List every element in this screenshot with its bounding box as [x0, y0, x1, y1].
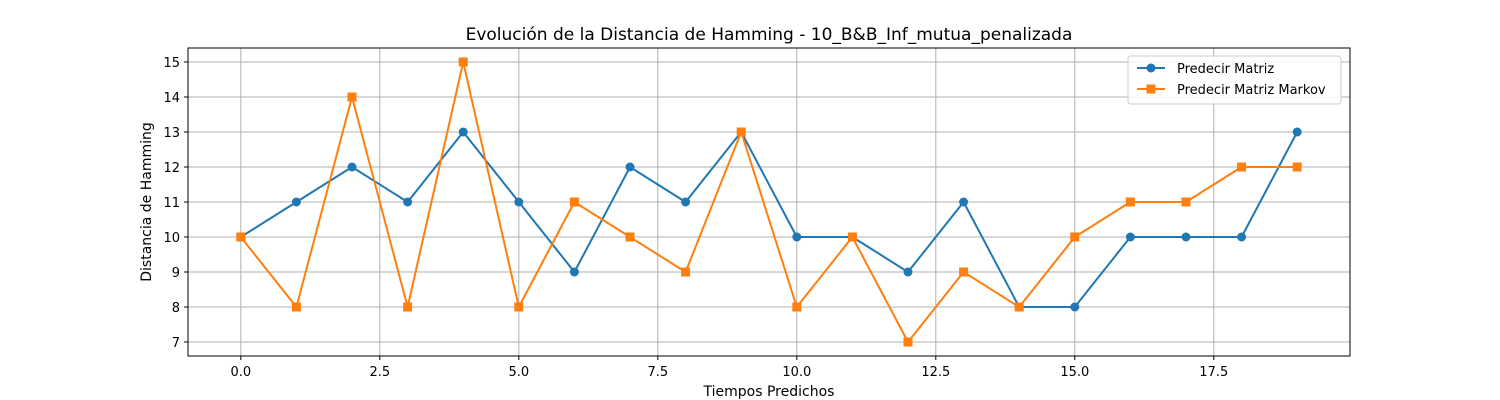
y-tick-label: 10 [163, 231, 180, 246]
legend: Predecir Matriz Predecir Matriz Markov [1127, 55, 1342, 105]
series-layer [236, 57, 1302, 347]
y-tick-label: 11 [163, 196, 180, 211]
data-point [792, 302, 802, 312]
data-point [1181, 232, 1191, 242]
legend-label: Predecir Matriz Markov [1177, 83, 1326, 98]
legend-item: Predecir Matriz Markov [1137, 83, 1326, 98]
data-point [569, 267, 579, 277]
y-tick-label: 8 [172, 301, 180, 316]
data-point [625, 162, 635, 172]
data-point [681, 267, 691, 277]
y-axis-ticks: 7 8 9 10 11 12 13 14 15 [163, 56, 188, 351]
series-1 [236, 127, 1302, 312]
x-tick-label: 0.0 [230, 365, 251, 380]
data-point [681, 197, 691, 207]
data-point [903, 267, 913, 277]
legend-swatch-marker [1146, 84, 1156, 94]
x-tick-label: 7.5 [647, 365, 668, 380]
data-point [792, 232, 802, 242]
x-tick-label: 10.0 [782, 365, 811, 380]
data-point [569, 197, 579, 207]
grid-lines [188, 48, 1350, 356]
x-tick-label: 15.0 [1060, 365, 1089, 380]
data-point [291, 302, 301, 312]
x-axis-ticks: 0.0 2.5 5.0 7.5 10.0 12.5 15.0 17.5 [230, 356, 1228, 380]
y-tick-label: 9 [172, 266, 180, 281]
y-tick-label: 15 [163, 56, 180, 71]
data-point [1070, 302, 1080, 312]
y-tick-label: 14 [163, 91, 180, 106]
x-tick-label: 17.5 [1199, 365, 1228, 380]
x-axis-label: Tiempos Predichos [703, 384, 835, 400]
data-point [514, 302, 524, 312]
data-point [514, 197, 524, 207]
series-line [240, 131, 1299, 308]
data-point [1181, 197, 1191, 207]
data-point [403, 302, 413, 312]
data-point [625, 232, 635, 242]
data-point [959, 267, 969, 277]
data-point [1125, 197, 1135, 207]
legend-item: Predecir Matriz [1137, 62, 1274, 77]
legend-box [1127, 55, 1342, 105]
x-tick-label: 5.0 [508, 365, 529, 380]
y-tick-label: 7 [172, 336, 180, 351]
series-2 [236, 57, 1302, 347]
data-point [959, 197, 969, 207]
data-point [1014, 302, 1024, 312]
data-point [1292, 162, 1302, 172]
data-point [1292, 127, 1302, 137]
data-point [1237, 232, 1247, 242]
data-point [1237, 162, 1247, 172]
chart-title: Evolución de la Distancia de Hamming - 1… [466, 25, 1073, 45]
data-point [903, 337, 913, 347]
x-tick-label: 12.5 [921, 365, 950, 380]
data-point [291, 197, 301, 207]
y-tick-label: 12 [163, 161, 180, 176]
data-point [847, 232, 857, 242]
data-point [347, 162, 357, 172]
y-axis-label: Distancia de Hamming [139, 122, 155, 282]
data-point [1070, 232, 1080, 242]
data-point [236, 232, 246, 242]
data-point [458, 127, 468, 137]
y-tick-label: 13 [163, 126, 180, 141]
data-point [403, 197, 413, 207]
legend-label: Predecir Matriz [1177, 62, 1274, 77]
data-point [736, 127, 746, 137]
data-point [1125, 232, 1135, 242]
data-point [458, 57, 468, 67]
x-tick-label: 2.5 [369, 365, 390, 380]
data-point [347, 92, 357, 102]
legend-swatch-marker [1146, 63, 1156, 73]
series-line [240, 61, 1298, 343]
